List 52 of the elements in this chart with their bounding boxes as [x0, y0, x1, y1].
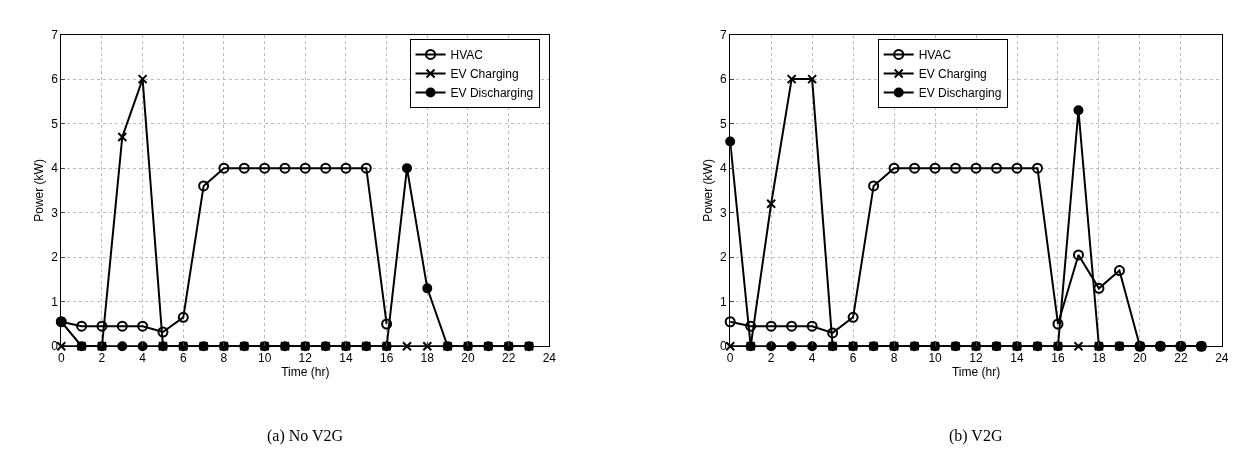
- legend-label: HVAC: [450, 48, 484, 63]
- x-tick-label: 22: [501, 350, 516, 365]
- y-tick-label: 0: [51, 339, 59, 354]
- x-tick-label: 18: [1092, 350, 1106, 365]
- y-tick-label: 7: [720, 27, 728, 42]
- x-tick-label: 14: [1010, 350, 1024, 365]
- x-tick-label: 22: [1174, 350, 1188, 365]
- y-tick-label: 5: [51, 116, 59, 131]
- y-tick-label: 5: [720, 116, 728, 131]
- y-tick-label: 7: [51, 27, 59, 42]
- x-tick-label: 16: [379, 350, 394, 365]
- x-tick-label: 2: [767, 350, 775, 365]
- x-tick-label: 20: [1133, 350, 1147, 365]
- text: (b) V2G: [949, 427, 1003, 445]
- legend-label: HVAC: [918, 48, 952, 63]
- y-tick-label: 6: [51, 72, 59, 87]
- x-axis-title: Time (hr): [951, 364, 1001, 379]
- text: (a) No V2G: [267, 427, 344, 445]
- x-tick-label: 12: [298, 350, 313, 365]
- legend-label: EV Discharging: [918, 86, 1002, 101]
- x-tick-label: 4: [808, 350, 816, 365]
- x-tick-label: 20: [461, 350, 475, 365]
- x-axis-title: Time (hr): [281, 364, 330, 379]
- legend-label: EV Charging: [918, 67, 987, 82]
- x-tick-label: 18: [420, 350, 435, 365]
- x-tick-label: 6: [179, 350, 187, 365]
- y-tick-label: 3: [720, 205, 728, 220]
- x-tick-label: 24: [1215, 350, 1229, 365]
- x-tick-label: 12: [969, 350, 984, 365]
- x-tick-label: 14: [339, 350, 353, 365]
- y-axis-title: Power (kW): [32, 159, 47, 222]
- legend-label: EV Discharging: [450, 86, 534, 101]
- x-tick-label: 8: [220, 350, 228, 365]
- y-tick-label: 4: [51, 161, 59, 176]
- y-tick-label: 0: [720, 339, 728, 354]
- legend-label: EV Charging: [450, 67, 519, 82]
- x-tick-label: 2: [98, 350, 106, 365]
- y-tick-label: 1: [720, 294, 728, 309]
- x-tick-label: 24: [542, 350, 557, 365]
- y-tick-label: 6: [720, 72, 728, 87]
- y-tick-label: 3: [51, 205, 59, 220]
- y-tick-label: 1: [51, 294, 59, 309]
- x-tick-label: 16: [1051, 350, 1065, 365]
- x-tick-label: 6: [849, 350, 857, 365]
- y-tick-label: 2: [720, 250, 728, 265]
- x-tick-label: 8: [890, 350, 898, 365]
- x-tick-label: 4: [139, 350, 147, 365]
- x-tick-label: 10: [928, 350, 943, 365]
- y-tick-label: 2: [51, 250, 59, 265]
- y-axis-title: Power (kW): [701, 159, 716, 222]
- y-tick-label: 4: [720, 161, 728, 176]
- x-tick-label: 10: [257, 350, 272, 365]
